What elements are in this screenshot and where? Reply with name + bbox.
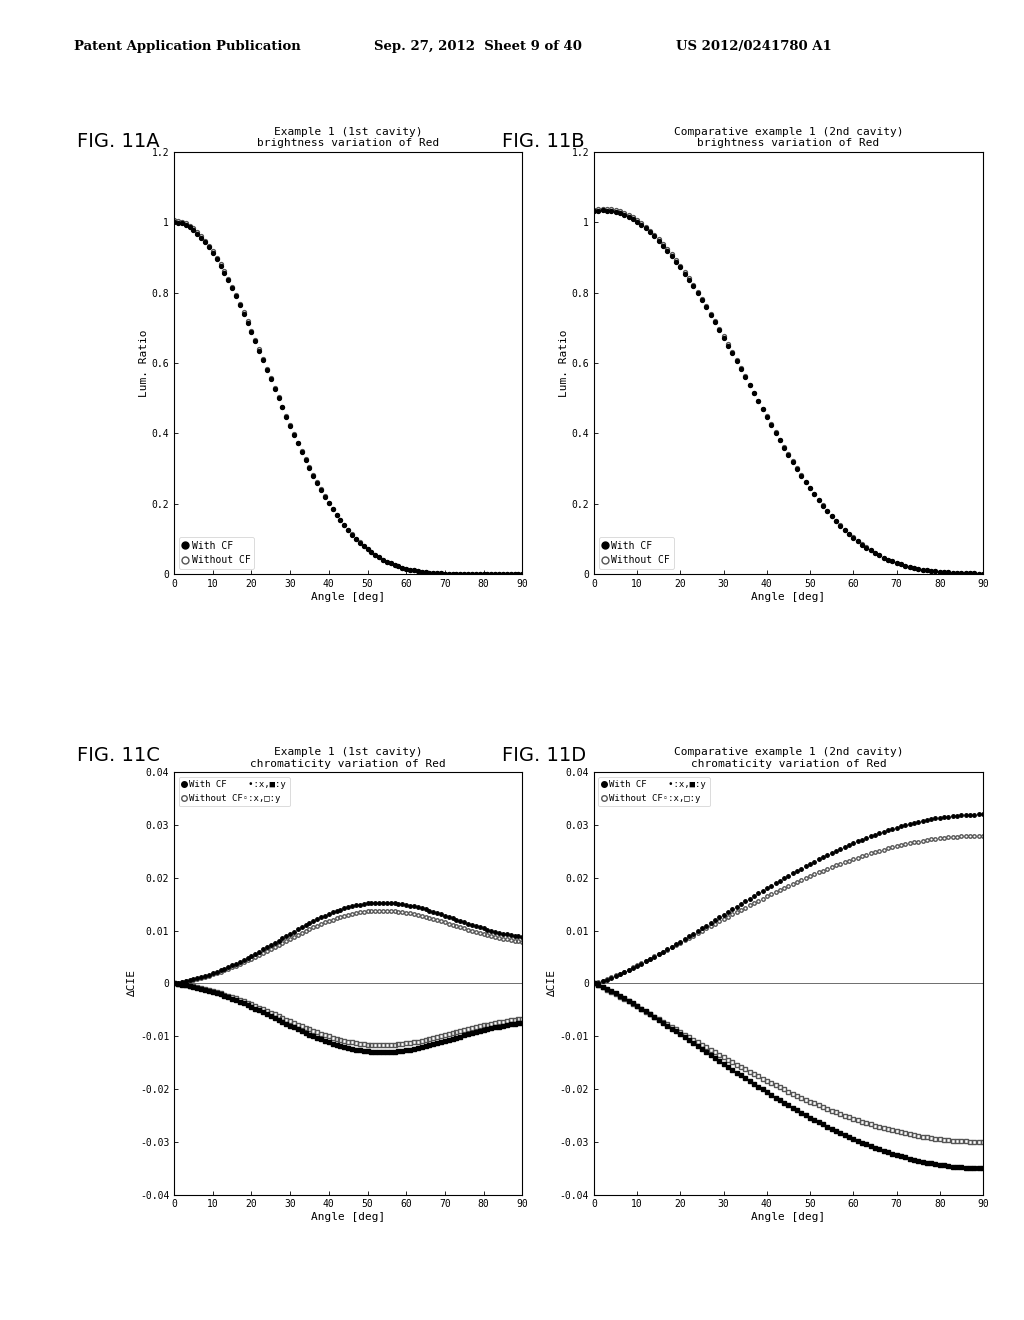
wocx (679, 932, 691, 948)
wocx (377, 903, 389, 919)
X-axis label: Angle [deg]: Angle [deg] (752, 591, 825, 602)
wcx (508, 928, 520, 944)
wcx (512, 928, 524, 944)
Y-axis label: Lum. Ratio: Lum. Ratio (139, 329, 148, 397)
wocx (635, 956, 647, 972)
wocy (512, 1011, 524, 1027)
wocy (211, 985, 223, 1001)
wcy (687, 1035, 699, 1051)
wcy (516, 1015, 528, 1031)
Line: wocx: wocx (172, 909, 524, 985)
wocy (588, 975, 600, 991)
Line: wcx: wcx (592, 813, 985, 985)
wocx (249, 949, 261, 965)
wcx (377, 895, 389, 911)
wocx (977, 828, 989, 843)
Legend: With CF, Without CF: With CF, Without CF (599, 537, 674, 569)
wcx (211, 964, 223, 979)
wocy (508, 1012, 520, 1028)
wcy (977, 1160, 989, 1176)
Text: US 2012/0241780 A1: US 2012/0241780 A1 (676, 40, 831, 53)
wocx (211, 965, 223, 981)
wcx (916, 813, 929, 829)
wocx (687, 928, 699, 944)
Text: FIG. 11A: FIG. 11A (77, 132, 160, 150)
wcy (466, 1026, 478, 1041)
Title: Comparative example 1 (2nd cavity)
brightness variation of Red: Comparative example 1 (2nd cavity) brigh… (674, 127, 903, 148)
Title: Example 1 (1st cavity)
brightness variation of Red: Example 1 (1st cavity) brightness variat… (257, 127, 439, 148)
wcx (964, 807, 976, 822)
X-axis label: Angle [deg]: Angle [deg] (311, 1212, 385, 1222)
wocy (516, 1011, 528, 1027)
wcy (635, 1001, 647, 1016)
Line: wcx: wcx (172, 900, 524, 985)
wocy (916, 1129, 929, 1144)
wcy (257, 1005, 269, 1020)
Line: wocy: wocy (592, 982, 985, 1143)
wocx (508, 933, 520, 949)
wcy (679, 1030, 691, 1045)
wocy (168, 975, 180, 991)
wocy (687, 1032, 699, 1048)
wcx (466, 917, 478, 933)
wocy (257, 1002, 269, 1018)
wocx (969, 828, 981, 843)
Title: Example 1 (1st cavity)
chromaticity variation of Red: Example 1 (1st cavity) chromaticity vari… (250, 747, 446, 768)
wocy (679, 1027, 691, 1043)
wocx (516, 933, 528, 949)
Line: wocx: wocx (592, 834, 985, 985)
Text: Patent Application Publication: Patent Application Publication (74, 40, 300, 53)
wocy (466, 1020, 478, 1036)
wcy (377, 1044, 389, 1060)
wocy (249, 998, 261, 1014)
Legend: With CF, Without CF: With CF, Without CF (179, 537, 254, 569)
Line: wocy: wocy (172, 982, 524, 1047)
wcx (679, 931, 691, 946)
wcx (687, 925, 699, 941)
Legend: With CF    •:x,■:y, Without CF◦:x,□:y: With CF •:x,■:y, Without CF◦:x,□:y (178, 776, 290, 807)
wcx (977, 807, 989, 822)
X-axis label: Angle [deg]: Angle [deg] (311, 591, 385, 602)
Y-axis label: ∆CIE: ∆CIE (547, 970, 557, 997)
Text: FIG. 11D: FIG. 11D (502, 746, 586, 764)
wcy (588, 975, 600, 991)
wcx (257, 941, 269, 957)
wocy (977, 1134, 989, 1150)
wcy (512, 1015, 524, 1031)
wcy (969, 1160, 981, 1176)
wocx (466, 923, 478, 939)
X-axis label: Angle [deg]: Angle [deg] (752, 1212, 825, 1222)
wcy (249, 1001, 261, 1016)
wcy (211, 985, 223, 1001)
wcx (635, 956, 647, 972)
wocx (916, 833, 929, 849)
wocx (964, 828, 976, 843)
wocy (964, 1134, 976, 1150)
wocy (377, 1038, 389, 1053)
wcy (964, 1160, 976, 1176)
wocy (969, 1134, 981, 1150)
Title: Comparative example 1 (2nd cavity)
chromaticity variation of Red: Comparative example 1 (2nd cavity) chrom… (674, 747, 903, 768)
wcx (249, 946, 261, 962)
Text: FIG. 11C: FIG. 11C (77, 746, 160, 764)
Legend: With CF    •:x,■:y, Without CF◦:x,□:y: With CF •:x,■:y, Without CF◦:x,□:y (598, 776, 710, 807)
Y-axis label: ∆CIE: ∆CIE (127, 970, 137, 997)
wcy (168, 975, 180, 991)
wocx (512, 933, 524, 949)
wcy (916, 1154, 929, 1170)
Text: Sep. 27, 2012  Sheet 9 of 40: Sep. 27, 2012 Sheet 9 of 40 (374, 40, 582, 53)
wcx (969, 807, 981, 822)
wcy (508, 1016, 520, 1032)
wcx (168, 975, 180, 991)
wocx (168, 975, 180, 991)
wcx (588, 975, 600, 991)
wocx (257, 945, 269, 961)
wocx (588, 975, 600, 991)
Text: FIG. 11B: FIG. 11B (502, 132, 585, 150)
Line: wcy: wcy (172, 982, 524, 1053)
Line: wcy: wcy (592, 982, 985, 1170)
Y-axis label: Lum. Ratio: Lum. Ratio (559, 329, 568, 397)
wocy (635, 1001, 647, 1016)
wcx (516, 929, 528, 945)
